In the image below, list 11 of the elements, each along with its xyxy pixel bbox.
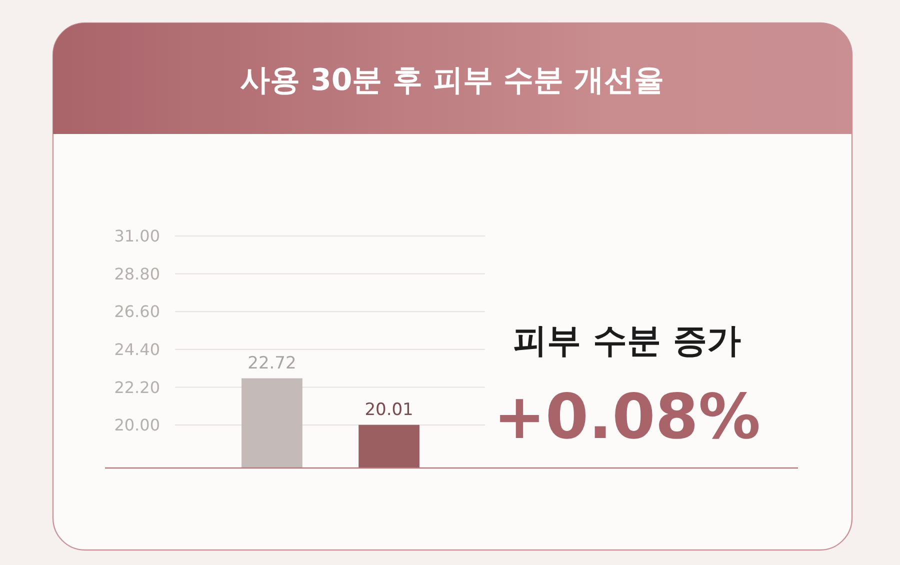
chart-title: 사용 30분 후 피부 수분 개선율: [240, 63, 664, 98]
text: 피부 수분 증가: [513, 321, 741, 361]
data-label: 20.01: [364, 400, 414, 420]
data-label: 22.72: [248, 353, 296, 374]
y-tick-label: 28.80: [114, 264, 160, 284]
y-tick-label: 26.60: [114, 302, 160, 322]
y-tick-label: 22.20: [114, 378, 160, 397]
text: +0.08%: [493, 380, 761, 453]
y-tick-label: 20.00: [114, 416, 160, 435]
y-tick-label: 24.40: [114, 340, 160, 360]
y-tick-label: 31.00: [114, 226, 160, 246]
